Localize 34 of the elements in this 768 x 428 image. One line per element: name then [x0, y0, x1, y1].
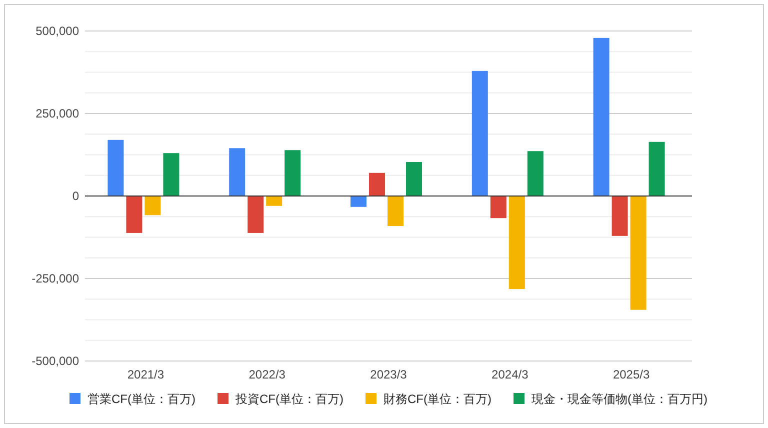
x-tick-label: 2022/3 — [248, 368, 286, 382]
y-tick-label: 500,000 — [36, 24, 80, 38]
legend-label: 投資CF(単位：百万) — [234, 392, 344, 406]
y-tick-label: -500,000 — [32, 354, 80, 368]
bar — [388, 196, 404, 226]
bar — [248, 196, 264, 233]
bar — [284, 150, 301, 196]
bar — [406, 162, 422, 196]
x-tick-label: 2023/3 — [370, 368, 408, 382]
bar — [527, 151, 544, 196]
bar — [648, 142, 665, 196]
bar — [490, 196, 506, 218]
x-tick-label: 2021/3 — [127, 368, 164, 382]
legend-label: 財務CF(単位：百万) — [384, 392, 492, 406]
bar — [229, 148, 246, 196]
bar — [369, 172, 385, 196]
bar — [108, 140, 124, 196]
bar — [593, 38, 610, 196]
bar — [612, 196, 628, 236]
bar — [350, 196, 366, 207]
bar — [630, 196, 646, 310]
legend-label: 現金・現金等価物(単位：百万円) — [532, 392, 708, 406]
bar — [126, 196, 142, 233]
legend-label: 営業CF(単位：百万) — [88, 392, 196, 406]
bar — [508, 196, 525, 290]
bar — [472, 70, 488, 196]
x-tick-label: 2024/3 — [492, 368, 529, 382]
x-tick-label: 2025/3 — [612, 368, 650, 382]
y-tick-label: 250,000 — [36, 106, 80, 120]
y-tick-label: -250,000 — [32, 271, 80, 286]
bar — [266, 196, 282, 206]
bar — [163, 153, 180, 196]
bar — [144, 196, 161, 216]
y-tick-label: 0 — [72, 188, 80, 203]
